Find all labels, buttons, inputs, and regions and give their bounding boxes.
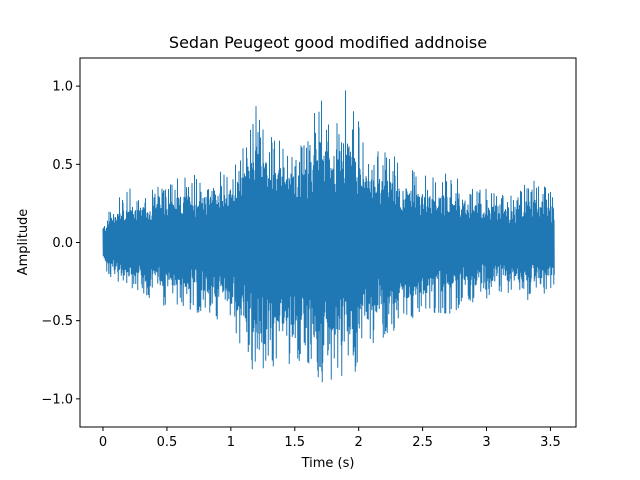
plot-area — [102, 90, 555, 383]
x-tick-label: 3.5 — [540, 435, 561, 450]
x-axis: 0 0.5 1 1.5 2 2.5 3 3.5 — [99, 427, 561, 450]
waveform-series-line — [102, 90, 555, 383]
x-tick-label: 1.5 — [284, 435, 305, 450]
x-tick-label: 0 — [99, 435, 107, 450]
y-tick-label: 0.0 — [52, 236, 73, 251]
x-tick-label: 1 — [227, 435, 235, 450]
y-axis-label: Amplitude — [16, 209, 31, 276]
chart-title: Sedan Peugeot good modified addnoise — [169, 33, 487, 52]
x-tick-label: 2 — [355, 435, 363, 450]
x-tick-label: 2.5 — [412, 435, 433, 450]
y-axis: −1.0 −0.5 0.0 0.5 1.0 — [41, 80, 80, 407]
x-tick-label: 0.5 — [157, 435, 178, 450]
y-tick-label: 0.5 — [52, 158, 73, 173]
y-tick-label: −0.5 — [41, 314, 73, 329]
x-axis-label: Time (s) — [301, 456, 355, 471]
y-tick-label: −1.0 — [41, 392, 73, 407]
y-tick-label: 1.0 — [52, 80, 73, 95]
x-tick-label: 3 — [482, 435, 490, 450]
